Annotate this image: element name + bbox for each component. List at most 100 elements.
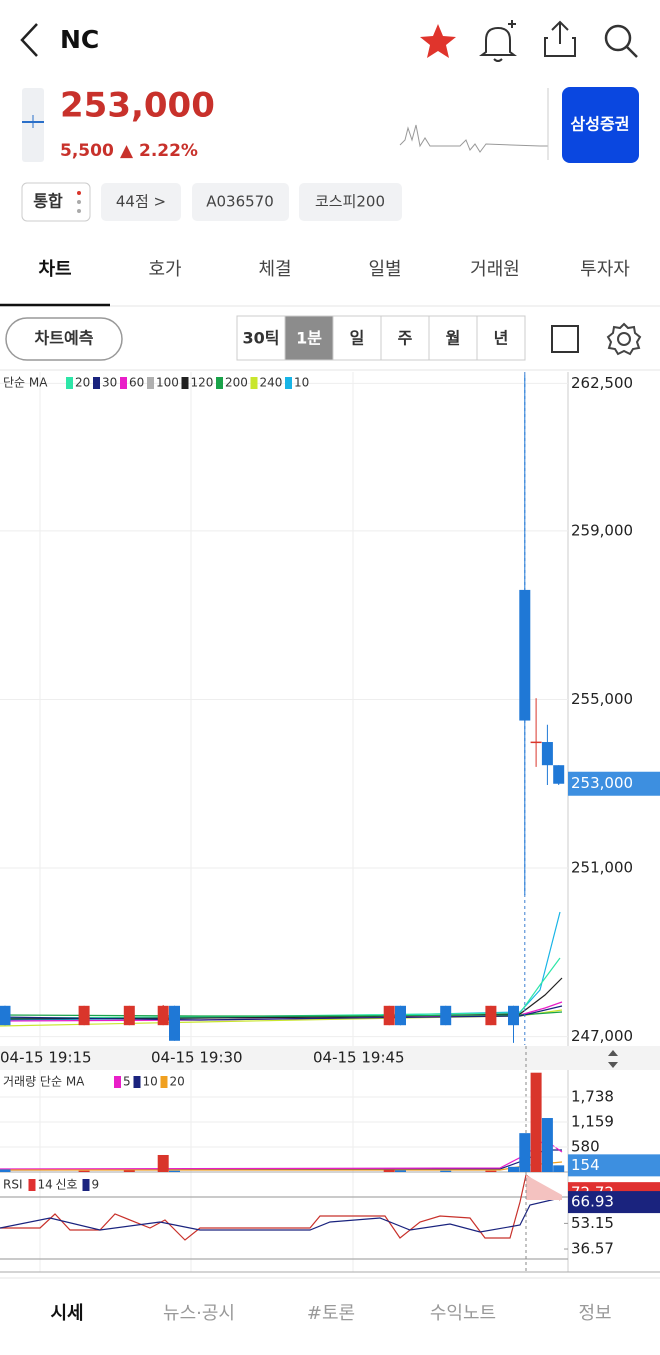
period-button[interactable] (332, 315, 382, 361)
dot (77, 191, 81, 195)
tag-label[interactable]: 44점 > (116, 193, 166, 211)
tag-chip[interactable] (192, 183, 289, 221)
period-label[interactable]: 30틱 (243, 329, 280, 348)
legend-label: 20 (170, 1075, 185, 1089)
tab-label[interactable]: 거래원 (470, 259, 520, 280)
legend-label: 5 (123, 1075, 131, 1089)
sparkline (399, 124, 548, 153)
tag-label[interactable]: 통합 (33, 192, 63, 211)
tag-label[interactable]: 코스피200 (315, 193, 385, 211)
dot (77, 200, 81, 204)
volume-bar (0, 1169, 11, 1172)
volume-bar (123, 1170, 135, 1172)
legend-swatch (216, 377, 223, 389)
candle-body (169, 1005, 180, 1041)
nav-label[interactable]: 수익노트 (430, 1303, 496, 1324)
favorite-icon[interactable] (420, 24, 456, 58)
candle-body (541, 742, 553, 766)
period-label[interactable]: 년 (494, 329, 509, 348)
period-button[interactable] (428, 315, 478, 361)
current-price-label: 253,000 (571, 774, 633, 792)
x-tick-label: 04-15 19:30 (151, 1049, 243, 1067)
volume-bar (78, 1170, 90, 1172)
tag-chip[interactable] (101, 183, 181, 221)
predict-label[interactable]: 차트예측 (35, 329, 94, 348)
legend-label: 60 (129, 376, 144, 390)
volume-bar (169, 1170, 180, 1172)
nav-label[interactable]: #토론 (307, 1303, 355, 1324)
volume-bar (541, 1118, 553, 1172)
candle-body (157, 1005, 169, 1026)
legend-label: 240 (260, 376, 283, 390)
x-tick-label: 04-15 19:45 (313, 1049, 405, 1067)
period-button[interactable] (284, 315, 334, 361)
share-icon[interactable] (544, 20, 576, 57)
rsi-lines (0, 1173, 568, 1260)
broker-button[interactable] (562, 87, 639, 163)
volume-bar (519, 1133, 531, 1172)
volume-bar (530, 1072, 542, 1172)
period-label[interactable]: 주 (398, 329, 413, 348)
y-tick-label: 251,000 (571, 859, 633, 877)
candle-body (78, 1005, 90, 1026)
legend-label: 200 (225, 376, 248, 390)
dot (77, 209, 81, 213)
tag-chip[interactable] (299, 183, 402, 221)
y-tick-label: 255,000 (571, 690, 633, 708)
candle-body (123, 1005, 135, 1026)
nav-label[interactable]: 뉴스·공시 (163, 1303, 235, 1324)
settings-icon[interactable] (606, 322, 642, 356)
legend-label: 단순 MA (3, 376, 48, 390)
alarm-icon[interactable] (479, 20, 517, 62)
search-icon[interactable] (604, 24, 638, 58)
period-button[interactable] (476, 315, 526, 361)
broker-button-label[interactable]: 삼성증권 (571, 115, 630, 134)
legend-swatch (181, 377, 189, 389)
candle-body (519, 589, 531, 721)
tag-chip[interactable] (21, 182, 91, 222)
legend-swatch (28, 1179, 36, 1191)
period-label[interactable]: 월 (446, 329, 461, 348)
predict-button[interactable] (5, 317, 123, 361)
resize-handle[interactable] (608, 1050, 618, 1068)
back-icon[interactable] (20, 23, 38, 57)
period-label[interactable]: 1분 (296, 329, 322, 348)
candle-body (440, 1005, 452, 1026)
fullscreen-icon[interactable] (551, 325, 579, 353)
tab-label[interactable]: 일별 (368, 259, 401, 280)
legend-label: 120 (191, 376, 214, 390)
candle-body (508, 1005, 519, 1026)
period-label[interactable]: 일 (350, 329, 365, 348)
volume-ma-lines (0, 1139, 563, 1171)
y-tick-label: 1,738 (571, 1087, 614, 1105)
candle-body (383, 1005, 395, 1026)
candle-body (0, 1005, 11, 1026)
candle-body (553, 765, 565, 784)
period-button[interactable] (380, 315, 430, 361)
candle-body (530, 741, 542, 744)
legend-label: 신호 (56, 1178, 78, 1192)
legend-label: 14 (38, 1178, 53, 1192)
plot: 262,500 259,000 255,000 251,000 247,000 단순 MA… (0, 372, 660, 1258)
legend-swatch (133, 1076, 141, 1088)
nav-label[interactable]: 정보 (578, 1303, 611, 1324)
current-volume-box (568, 1154, 660, 1177)
tab-label[interactable]: 차트 (38, 259, 71, 280)
period-group: 30틱 1분 일 주 월 년 (236, 315, 526, 361)
rsi-value-box (568, 1191, 660, 1214)
legend-swatch (82, 1179, 90, 1191)
tab-label[interactable]: 호가 (148, 259, 181, 280)
change: 5,500 (60, 141, 114, 161)
volume-bar (383, 1169, 395, 1172)
tab-label[interactable]: 체결 (258, 259, 291, 280)
change-pct: ▲ 2.22% (120, 141, 198, 161)
tab-label[interactable]: 투자자 (580, 259, 630, 280)
tab-bar: 차트 호가 체결 일별 거래원 투자자 (38, 259, 630, 280)
nav-label[interactable]: 시세 (50, 1303, 83, 1324)
tag-label[interactable]: A036570 (206, 193, 274, 211)
y-tick-label: 580 (571, 1137, 600, 1155)
bottom-nav: 시세 뉴스·공시 #토론 수익노트 정보 (50, 1303, 611, 1324)
y-tick-label: 259,000 (571, 521, 633, 539)
volume-bar (485, 1170, 497, 1172)
